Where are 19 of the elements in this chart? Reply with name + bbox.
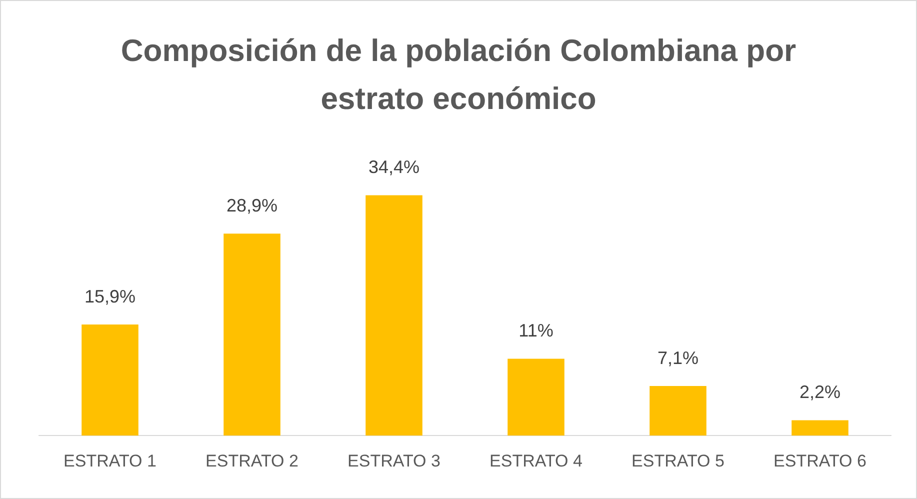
data-label: 15,9% xyxy=(84,286,136,306)
x-tick-label: ESTRATO 3 xyxy=(348,451,440,470)
data-label: 28,9% xyxy=(226,196,278,216)
chart-title: Composición de la población Colombiana por estrato económico xyxy=(120,32,798,118)
x-tick-label: ESTRATO 4 xyxy=(490,451,582,470)
x-tick-label: ESTRATO 6 xyxy=(774,451,866,470)
bar xyxy=(82,324,138,436)
bar xyxy=(224,234,280,436)
x-tick-label: ESTRATO 2 xyxy=(206,451,298,470)
bar xyxy=(792,420,848,436)
x-tick-label: ESTRATO 1 xyxy=(64,451,156,470)
x-tick-label: ESTRATO 5 xyxy=(632,451,724,470)
data-label: 11% xyxy=(518,320,554,341)
bar xyxy=(650,386,706,436)
data-label: 2,2% xyxy=(799,382,841,402)
bar xyxy=(508,358,564,436)
bar xyxy=(366,195,422,436)
data-label: 34,4% xyxy=(368,157,420,178)
data-label: 7,1% xyxy=(657,348,699,368)
